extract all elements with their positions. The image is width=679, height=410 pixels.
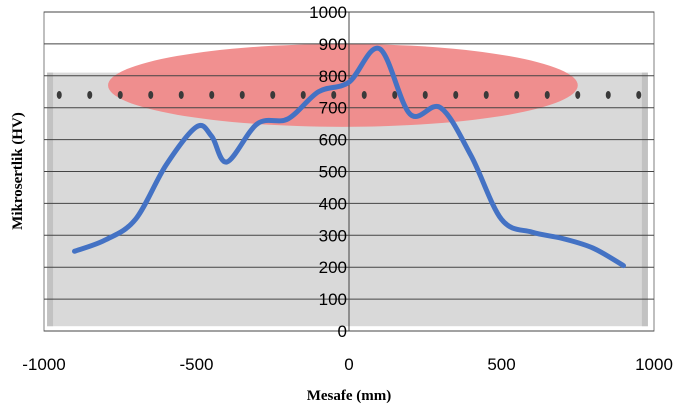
indent-mark xyxy=(270,90,276,99)
indent-mark xyxy=(178,90,184,99)
y-tick-label: 900 xyxy=(319,35,347,54)
y-tick-label: 700 xyxy=(319,99,347,118)
indent-mark xyxy=(209,90,215,99)
indent-mark xyxy=(483,90,489,99)
indent-mark xyxy=(575,90,581,99)
x-axis-title: Mesafe (mm) xyxy=(307,388,392,404)
indent-mark xyxy=(605,90,611,99)
indent-mark xyxy=(87,90,93,99)
x-tick-label: 0 xyxy=(344,355,353,374)
indent-mark xyxy=(56,90,62,99)
specimen-edge-left xyxy=(47,72,54,327)
y-tick-label: 0 xyxy=(338,322,347,341)
y-tick-label: 1000 xyxy=(309,3,347,22)
x-tick-label: 1000 xyxy=(635,355,673,374)
y-axis-title: Mikrosertlik (HV) xyxy=(10,112,26,230)
y-tick-label: 600 xyxy=(319,131,347,150)
specimen-edge-right xyxy=(641,72,648,327)
indent-mark xyxy=(239,90,245,99)
indent-mark xyxy=(331,90,337,99)
indent-mark xyxy=(392,90,398,99)
y-tick-label: 400 xyxy=(319,194,347,213)
indent-mark xyxy=(453,90,459,99)
indent-marks xyxy=(56,90,642,99)
x-tick-label: -1000 xyxy=(22,355,65,374)
indent-mark xyxy=(148,90,154,99)
y-tick-label: 800 xyxy=(319,67,347,86)
indent-mark xyxy=(514,90,520,99)
y-tick-label: 500 xyxy=(319,163,347,182)
indent-mark xyxy=(117,90,123,99)
indent-mark xyxy=(422,90,428,99)
y-tick-label: 200 xyxy=(319,258,347,277)
series-line xyxy=(72,45,626,269)
indent-mark xyxy=(300,90,306,99)
x-tick-label: 500 xyxy=(487,355,515,374)
x-tick-label: -500 xyxy=(179,355,213,374)
y-tick-label: 100 xyxy=(319,290,347,309)
indent-mark xyxy=(544,90,550,99)
specimen-photo xyxy=(47,43,648,327)
y-axis: 0 100 200 300 400 500 600 700 800 900 1000 xyxy=(309,3,350,341)
y-tick-label: 300 xyxy=(319,226,347,245)
x-axis: -1000 -500 0 500 1000 xyxy=(22,355,673,374)
indent-mark xyxy=(361,90,367,99)
series-layer xyxy=(72,45,626,269)
indent-mark xyxy=(636,90,642,99)
